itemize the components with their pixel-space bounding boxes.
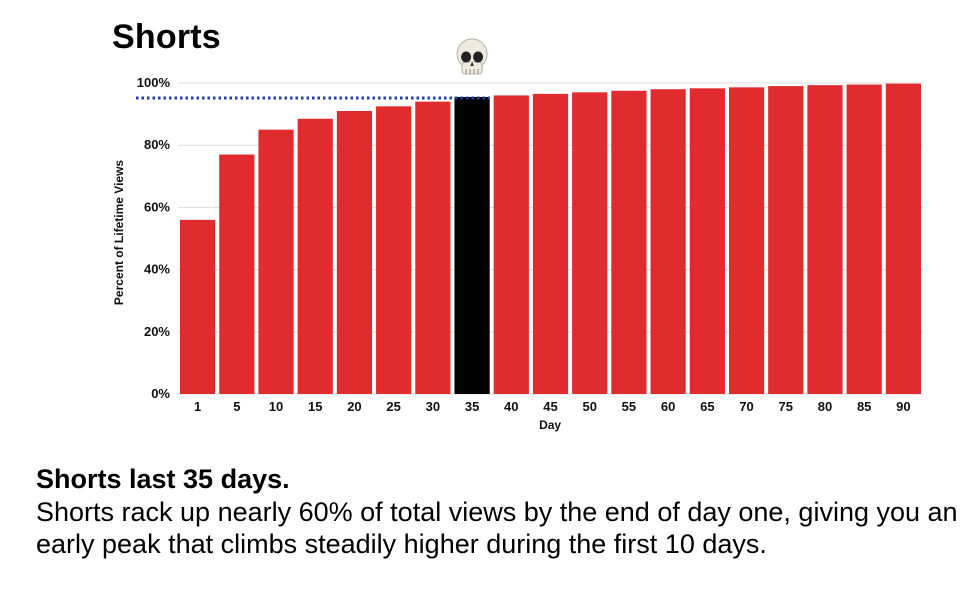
bar-highlighted <box>454 96 490 395</box>
y-axis-label: Percent of Lifetime Views <box>112 160 126 305</box>
x-tick-label: 65 <box>700 399 714 414</box>
y-tick-label: 80% <box>144 137 170 152</box>
x-tick-label: 55 <box>622 399 636 414</box>
bar <box>336 110 373 395</box>
x-tick-label: 20 <box>347 399 361 414</box>
x-tick-label: 10 <box>269 399 283 414</box>
x-tick-label: 40 <box>504 399 518 414</box>
x-tick-label: 45 <box>543 399 557 414</box>
bar <box>768 86 804 395</box>
x-tick-label: 5 <box>233 399 240 414</box>
bar <box>532 93 569 394</box>
y-tick-label: 100% <box>137 75 171 90</box>
x-axis-ticks: 1 5 10 15 20 25 30 35 40 45 50 55 60 65 70 75 80 85 90 <box>194 399 911 414</box>
x-tick-label: 25 <box>386 399 400 414</box>
y-tick-label: 40% <box>144 262 170 277</box>
bar <box>807 85 843 394</box>
bar <box>572 92 608 394</box>
x-tick-label: 85 <box>857 399 871 414</box>
bar <box>611 90 647 395</box>
y-tick-label: 60% <box>144 199 170 214</box>
x-tick-label: 75 <box>779 399 793 414</box>
bars <box>180 83 921 395</box>
bar <box>650 89 686 394</box>
y-tick-label: 20% <box>144 324 170 339</box>
x-tick-label: 15 <box>308 399 322 414</box>
x-tick-label: 35 <box>465 399 479 414</box>
bar <box>885 83 921 394</box>
x-tick-label: 70 <box>739 399 753 414</box>
chart-title: Shorts <box>112 18 221 56</box>
bar <box>376 106 412 394</box>
x-tick-label: 60 <box>661 399 675 414</box>
x-tick-label: 80 <box>818 399 832 414</box>
caption-headline: Shorts last 35 days. <box>36 464 290 494</box>
bar <box>846 84 882 395</box>
bar <box>728 87 765 394</box>
bar-chart: 0%20%40%60%80%100% 1 5 10 15 20 25 30 35 40 45 50 5… <box>112 38 923 432</box>
bar <box>180 219 216 394</box>
bar <box>258 129 294 394</box>
x-tick-label: 1 <box>194 399 201 414</box>
caption-body: Shorts rack up nearly 60% of total views… <box>36 497 958 559</box>
x-tick-label: 50 <box>582 399 596 414</box>
skull-icon <box>456 38 488 75</box>
y-axis-ticks: 0% 20% 40% 60% 80% 100% <box>137 75 171 401</box>
bar <box>415 101 451 394</box>
x-axis-label: Day <box>539 418 561 432</box>
caption: Shorts last 35 days. Shorts rack up near… <box>36 462 966 560</box>
bar <box>689 88 725 395</box>
bar <box>493 95 529 394</box>
bar <box>297 118 333 394</box>
y-tick-label: 0% <box>151 386 170 401</box>
x-tick-label: 30 <box>426 399 440 414</box>
x-tick-label: 90 <box>896 399 910 414</box>
bar <box>219 154 255 394</box>
